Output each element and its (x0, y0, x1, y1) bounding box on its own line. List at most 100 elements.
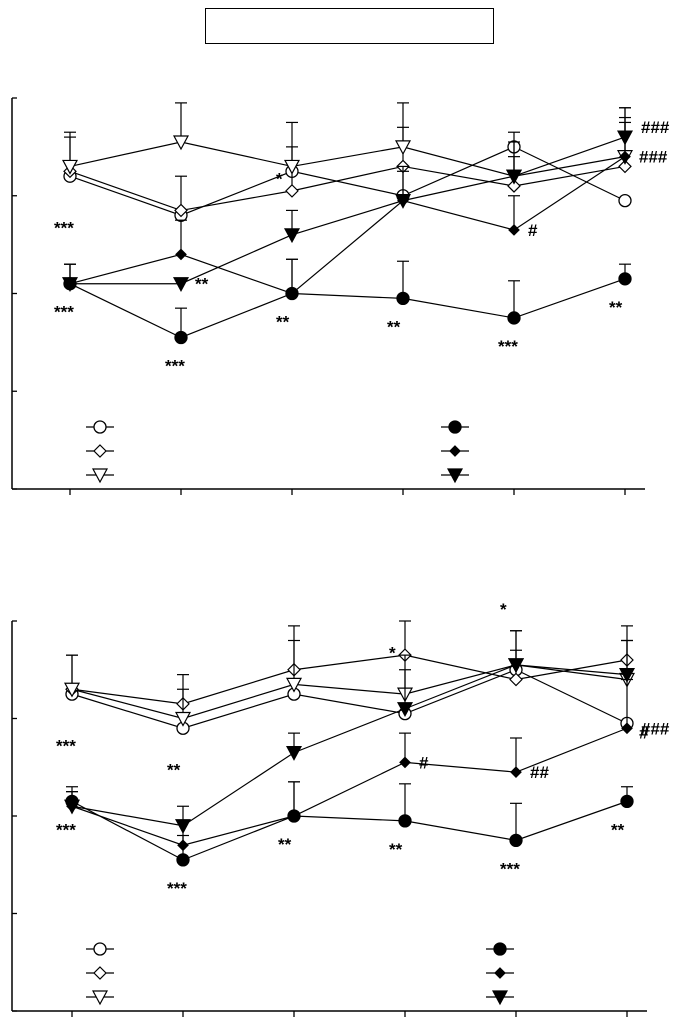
data-point (618, 159, 632, 174)
data-point (618, 193, 632, 208)
legend-item (86, 444, 114, 458)
data-point (394, 140, 412, 156)
data-point (288, 810, 300, 822)
data-point (508, 224, 520, 236)
significance-label: ## (530, 763, 549, 782)
data-point (172, 135, 190, 151)
significance-label: ** (276, 313, 290, 332)
legend-marker (91, 990, 109, 1006)
data-point (505, 169, 523, 185)
data-point (618, 668, 636, 683)
series-filled-diamond (64, 116, 631, 300)
data-point (174, 203, 188, 218)
legend-item (441, 420, 469, 434)
data-point (61, 277, 79, 292)
legend-item (486, 967, 514, 979)
significance-label: # (528, 221, 538, 240)
data-point (620, 794, 634, 809)
data-point (285, 677, 303, 693)
legend-marker (91, 468, 109, 484)
significance-label: * (500, 600, 507, 619)
series-filled-circle (65, 781, 634, 867)
data-point (285, 184, 299, 198)
legend-marker (93, 444, 107, 458)
significance-label: *** (500, 859, 520, 878)
significance-label: * (389, 644, 396, 663)
series-line (69, 141, 626, 177)
data-point (176, 853, 190, 867)
chart-panel-2: *************#***##****####** (11, 600, 670, 1017)
series-line (70, 136, 626, 285)
significance-label: ### (641, 719, 670, 738)
significance-label: ### (641, 118, 670, 137)
data-point (507, 179, 521, 193)
significance-label: ** (387, 317, 401, 336)
legend-item (86, 468, 114, 484)
series-line (69, 146, 626, 216)
legend-item (441, 468, 469, 484)
legend-marker (491, 990, 509, 1006)
data-point (174, 711, 192, 727)
series-line (69, 165, 626, 212)
series-line (69, 156, 626, 295)
data-point (394, 194, 412, 209)
data-point (175, 248, 187, 261)
legend-item (486, 942, 514, 956)
series-filled-triangle (61, 107, 634, 292)
legend-marker (446, 468, 464, 484)
significance-label: *** (165, 356, 185, 375)
series-line (71, 654, 628, 705)
legend-item (86, 420, 114, 434)
series-open-triangle (61, 102, 634, 185)
legend-item (441, 445, 469, 457)
chart-title-box (205, 8, 494, 44)
data-point (507, 658, 525, 674)
data-point (286, 287, 298, 300)
series-open-triangle (63, 630, 636, 727)
data-point (399, 756, 411, 769)
series-line (71, 664, 628, 720)
data-point (396, 291, 410, 306)
chart-panel-1: ************** **#***######** (11, 97, 670, 495)
series-open-diamond (63, 121, 632, 218)
legend-marker (448, 420, 462, 434)
data-point (283, 159, 301, 175)
significance-label: *** (498, 337, 518, 356)
significance-label: *** (54, 219, 74, 238)
significance-label: ** (278, 835, 292, 854)
data-point (174, 330, 188, 345)
significance-label: *** (54, 303, 74, 322)
data-point (172, 277, 190, 292)
legend-marker (493, 942, 507, 956)
significance-label: ** (389, 840, 403, 859)
data-point (621, 722, 633, 735)
data-point (63, 682, 81, 698)
significance-label: *** (56, 736, 76, 755)
data-point (616, 130, 634, 146)
data-point (396, 702, 414, 718)
significance-label: ** (167, 761, 181, 780)
significance-label: # (639, 723, 649, 742)
series-filled-circle (63, 258, 632, 345)
data-point (618, 272, 632, 286)
legend-marker (449, 445, 461, 457)
significance-label: ** (611, 820, 625, 839)
data-point (507, 311, 521, 325)
legend-marker (93, 966, 107, 980)
significance-label: ** (609, 298, 623, 317)
significance-label: *** (56, 820, 76, 839)
legend-marker (93, 942, 107, 956)
significance-label: *** (167, 879, 187, 898)
significance-label: * (276, 170, 283, 189)
legend-item (86, 990, 114, 1006)
series-open-diamond (65, 620, 634, 711)
data-point (619, 150, 631, 163)
series-line (71, 669, 628, 729)
series-line (71, 800, 628, 861)
significance-label: ** (195, 275, 209, 294)
data-point (398, 814, 412, 828)
series-filled-triangle (63, 630, 636, 835)
data-point (177, 839, 189, 852)
data-point (63, 799, 81, 815)
